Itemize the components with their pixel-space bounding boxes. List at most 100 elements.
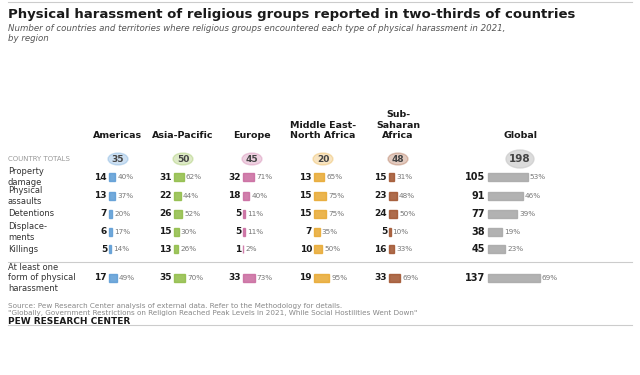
Text: Physical harassment of religious groups reported in two-thirds of countries: Physical harassment of religious groups … bbox=[8, 8, 575, 21]
Ellipse shape bbox=[108, 153, 128, 165]
Text: 75%: 75% bbox=[328, 193, 344, 199]
FancyBboxPatch shape bbox=[314, 274, 329, 282]
Text: 49%: 49% bbox=[119, 275, 135, 281]
Text: Detentions: Detentions bbox=[8, 210, 54, 219]
FancyBboxPatch shape bbox=[109, 245, 111, 253]
Text: 33: 33 bbox=[228, 273, 241, 282]
FancyBboxPatch shape bbox=[314, 192, 326, 200]
FancyBboxPatch shape bbox=[488, 245, 505, 253]
Text: 19: 19 bbox=[300, 273, 312, 282]
Text: 35: 35 bbox=[112, 154, 124, 164]
FancyBboxPatch shape bbox=[389, 245, 394, 253]
FancyBboxPatch shape bbox=[314, 210, 326, 218]
FancyBboxPatch shape bbox=[488, 173, 528, 181]
Text: 5: 5 bbox=[235, 228, 241, 237]
FancyBboxPatch shape bbox=[109, 228, 112, 236]
Text: 46%: 46% bbox=[525, 193, 541, 199]
Text: Killings: Killings bbox=[8, 244, 38, 254]
Text: 40%: 40% bbox=[252, 193, 268, 199]
FancyBboxPatch shape bbox=[174, 245, 178, 253]
Text: Property
damage: Property damage bbox=[8, 167, 44, 187]
FancyBboxPatch shape bbox=[243, 210, 244, 218]
FancyBboxPatch shape bbox=[488, 192, 522, 200]
FancyBboxPatch shape bbox=[243, 228, 244, 236]
Text: 30%: 30% bbox=[181, 229, 197, 235]
FancyBboxPatch shape bbox=[314, 228, 319, 236]
FancyBboxPatch shape bbox=[174, 228, 179, 236]
Text: 62%: 62% bbox=[186, 174, 202, 180]
Text: 23: 23 bbox=[374, 192, 387, 201]
FancyBboxPatch shape bbox=[109, 274, 117, 282]
Text: 13: 13 bbox=[300, 172, 312, 182]
Text: Middle East-
North Africa: Middle East- North Africa bbox=[290, 121, 356, 140]
Text: 5: 5 bbox=[381, 228, 387, 237]
FancyBboxPatch shape bbox=[109, 210, 112, 218]
FancyBboxPatch shape bbox=[174, 210, 182, 218]
Text: Global: Global bbox=[503, 131, 537, 140]
Text: Displace-
ments: Displace- ments bbox=[8, 222, 47, 242]
Text: 10%: 10% bbox=[392, 229, 409, 235]
Text: Physical
assaults: Physical assaults bbox=[8, 186, 42, 206]
Text: 10: 10 bbox=[300, 244, 312, 254]
FancyBboxPatch shape bbox=[488, 274, 540, 282]
Ellipse shape bbox=[173, 153, 193, 165]
Text: 69%: 69% bbox=[402, 275, 418, 281]
FancyBboxPatch shape bbox=[243, 274, 255, 282]
Text: 17%: 17% bbox=[114, 229, 130, 235]
Text: 35%: 35% bbox=[322, 229, 338, 235]
Text: 15: 15 bbox=[374, 172, 387, 182]
FancyBboxPatch shape bbox=[389, 274, 400, 282]
Text: 19%: 19% bbox=[504, 229, 520, 235]
Text: 73%: 73% bbox=[257, 275, 273, 281]
Text: 7: 7 bbox=[306, 228, 312, 237]
Text: 1: 1 bbox=[235, 244, 241, 254]
Text: 105: 105 bbox=[465, 172, 485, 182]
FancyBboxPatch shape bbox=[389, 173, 394, 181]
Text: 13: 13 bbox=[159, 244, 172, 254]
FancyBboxPatch shape bbox=[174, 173, 184, 181]
Text: 20%: 20% bbox=[114, 211, 131, 217]
Text: 14%: 14% bbox=[113, 246, 129, 252]
Text: 38: 38 bbox=[472, 227, 485, 237]
Text: 17: 17 bbox=[94, 273, 107, 282]
Text: Number of countries and territories where religious groups encountered each type: Number of countries and territories wher… bbox=[8, 24, 506, 44]
Ellipse shape bbox=[506, 150, 534, 168]
Text: 50%: 50% bbox=[324, 246, 340, 252]
FancyBboxPatch shape bbox=[109, 192, 115, 200]
Text: 15: 15 bbox=[159, 228, 172, 237]
Text: 15: 15 bbox=[300, 192, 312, 201]
Text: Europe: Europe bbox=[233, 131, 271, 140]
Text: 13: 13 bbox=[95, 192, 107, 201]
FancyBboxPatch shape bbox=[389, 192, 397, 200]
FancyBboxPatch shape bbox=[389, 228, 390, 236]
Text: 32: 32 bbox=[228, 172, 241, 182]
Text: 75%: 75% bbox=[328, 211, 344, 217]
Text: Source: Pew Research Center analysis of external data. Refer to the Methodology : Source: Pew Research Center analysis of … bbox=[8, 303, 417, 316]
Text: 198: 198 bbox=[509, 154, 531, 164]
Text: 23%: 23% bbox=[508, 246, 524, 252]
Text: 16: 16 bbox=[374, 244, 387, 254]
Text: 65%: 65% bbox=[326, 174, 342, 180]
Text: 52%: 52% bbox=[184, 211, 200, 217]
Text: 91: 91 bbox=[472, 191, 485, 201]
Text: Sub-
Saharan
Africa: Sub- Saharan Africa bbox=[376, 110, 420, 140]
Text: 26%: 26% bbox=[180, 246, 196, 252]
Text: 69%: 69% bbox=[541, 275, 558, 281]
Text: 45: 45 bbox=[472, 244, 485, 254]
Text: 53%: 53% bbox=[530, 174, 546, 180]
Text: 50: 50 bbox=[177, 154, 189, 164]
FancyBboxPatch shape bbox=[314, 245, 322, 253]
Text: 44%: 44% bbox=[183, 193, 199, 199]
Text: 31: 31 bbox=[159, 172, 172, 182]
Text: 95%: 95% bbox=[332, 275, 348, 281]
Text: PEW RESEARCH CENTER: PEW RESEARCH CENTER bbox=[8, 317, 131, 326]
Text: 7: 7 bbox=[100, 210, 107, 219]
Text: 39%: 39% bbox=[519, 211, 536, 217]
Text: 45: 45 bbox=[246, 154, 259, 164]
Text: 35: 35 bbox=[159, 273, 172, 282]
Text: 18: 18 bbox=[228, 192, 241, 201]
Text: 2%: 2% bbox=[245, 246, 257, 252]
Text: 137: 137 bbox=[465, 273, 485, 283]
Text: At least one
form of physical
harassment: At least one form of physical harassment bbox=[8, 263, 76, 293]
Text: 6: 6 bbox=[100, 228, 107, 237]
